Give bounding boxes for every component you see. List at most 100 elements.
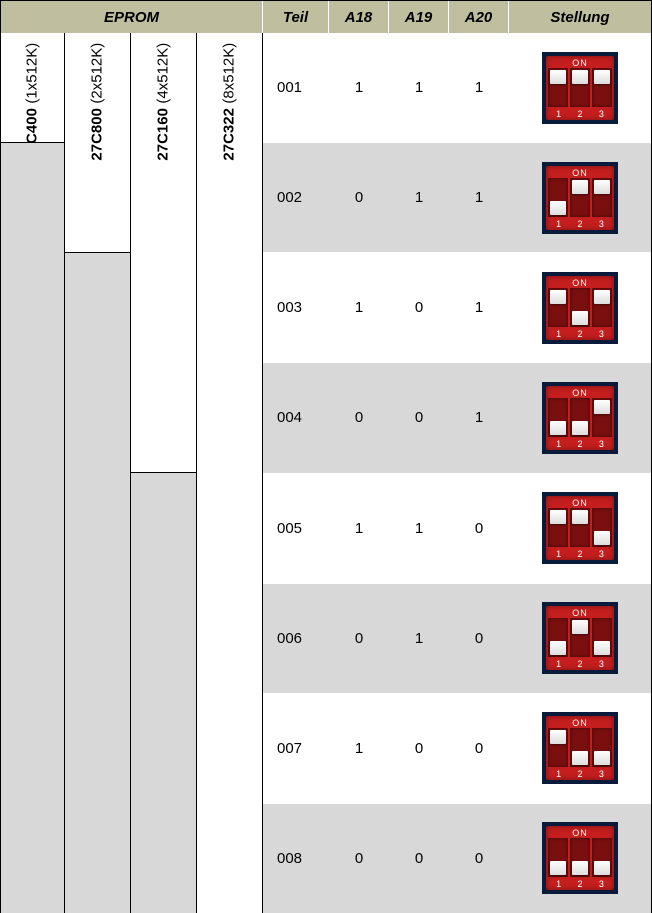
cell-grey [1,143,64,913]
cell-teil: 006 [263,584,329,693]
cell-a19: 1 [389,474,449,583]
dip-knob [550,70,566,84]
dip-number: 1 [548,219,569,228]
dip-slot [592,838,612,877]
cell-teil: 008 [263,804,329,913]
cell-a19: 0 [389,804,449,913]
dip-number: 2 [569,439,590,448]
cell-a20: 1 [449,363,509,472]
table-row: 008000ON123 [263,804,651,913]
table-body: 27C400 (1x512K) 27C800 (2x512K) 27C160 (… [1,33,651,913]
cell-a18: 1 [329,33,389,142]
cell-a20: 0 [449,694,509,803]
dip-knob [572,70,588,84]
dip-number: 3 [591,769,612,778]
dip-knob [594,531,610,545]
dip-switch-icon: ON123 [542,162,618,234]
cell-a19: 0 [389,694,449,803]
header-eprom: EPROM [1,1,263,33]
table-row: 007100ON123 [263,694,651,804]
cell-a19: 1 [389,33,449,142]
dip-knob [550,201,566,215]
dip-number: 1 [548,109,569,118]
dip-slot [548,728,568,767]
cell-teil: 002 [263,143,329,252]
dip-knob [550,421,566,435]
dip-number: 3 [591,439,612,448]
header-teil: Teil [263,1,329,33]
dip-number: 2 [569,549,590,558]
dip-number: 3 [591,659,612,668]
dip-slot [592,618,612,657]
cell-a18: 1 [329,253,389,362]
dip-slot [592,508,612,547]
dip-slot [592,288,612,327]
col-27c160: 27C160 (4x512K) [131,33,197,913]
cell-teil: 005 [263,474,329,583]
cell-stellung: ON123 [509,474,651,583]
dip-number: 1 [548,879,569,888]
dip-slot [570,728,590,767]
header-a20: A20 [449,1,509,33]
dip-knob [594,751,610,765]
dip-number: 1 [548,769,569,778]
header-a18: A18 [329,1,389,33]
table-row: 005110ON123 [263,474,651,584]
dip-on-label: ON [546,386,614,398]
cell-a19: 1 [389,584,449,693]
cell-a19: 0 [389,253,449,362]
dip-knob [594,180,610,194]
table-row: 002011ON123 [263,143,651,253]
dip-switch-icon: ON123 [542,822,618,894]
dip-number: 1 [548,659,569,668]
cell-a20: 1 [449,253,509,362]
cell-27c160: 27C160 (4x512K) [131,33,196,473]
dip-slot [570,178,590,217]
dip-on-label: ON [546,826,614,838]
dip-knob [572,421,588,435]
cell-stellung: ON123 [509,694,651,803]
cell-teil: 001 [263,33,329,142]
cell-stellung: ON123 [509,804,651,913]
label-27c800: 27C800 (2x512K) [65,33,130,171]
dip-number: 2 [569,329,590,338]
dip-number: 2 [569,879,590,888]
dip-knob [550,730,566,744]
dip-on-label: ON [546,606,614,618]
dip-knob [572,180,588,194]
cell-a20: 1 [449,33,509,142]
cell-a18: 0 [329,804,389,913]
cell-27c400: 27C400 (1x512K) [1,33,64,143]
dip-slot [592,398,612,437]
dip-knob [594,861,610,875]
dip-number: 1 [548,329,569,338]
cell-teil: 003 [263,253,329,362]
cell-a20: 0 [449,804,509,913]
dip-number: 3 [591,329,612,338]
dip-number: 2 [569,109,590,118]
dip-switch-icon: ON123 [542,52,618,124]
cell-stellung: ON123 [509,33,651,142]
dip-slot [548,508,568,547]
table-row: 004001ON123 [263,363,651,473]
cell-a20: 0 [449,474,509,583]
dip-knob [594,70,610,84]
cell-a19: 0 [389,363,449,472]
dip-switch-icon: ON123 [542,602,618,674]
dip-on-label: ON [546,276,614,288]
col-27c800: 27C800 (2x512K) [65,33,131,913]
cell-a18: 0 [329,143,389,252]
cell-grey [65,253,130,913]
dip-slot [570,68,590,107]
cell-teil: 007 [263,694,329,803]
dip-knob [594,290,610,304]
dip-knob [550,641,566,655]
data-rows: 001111ON123002011ON123003101ON123004001O… [263,33,651,913]
dip-switch-icon: ON 123 [542,272,618,344]
dip-slot [570,618,590,657]
dip-slot [548,178,568,217]
cell-a19: 1 [389,143,449,252]
cell-a18: 1 [329,474,389,583]
cell-a18: 0 [329,363,389,472]
col-27c322: 27C322 (8x512K) [197,33,263,913]
